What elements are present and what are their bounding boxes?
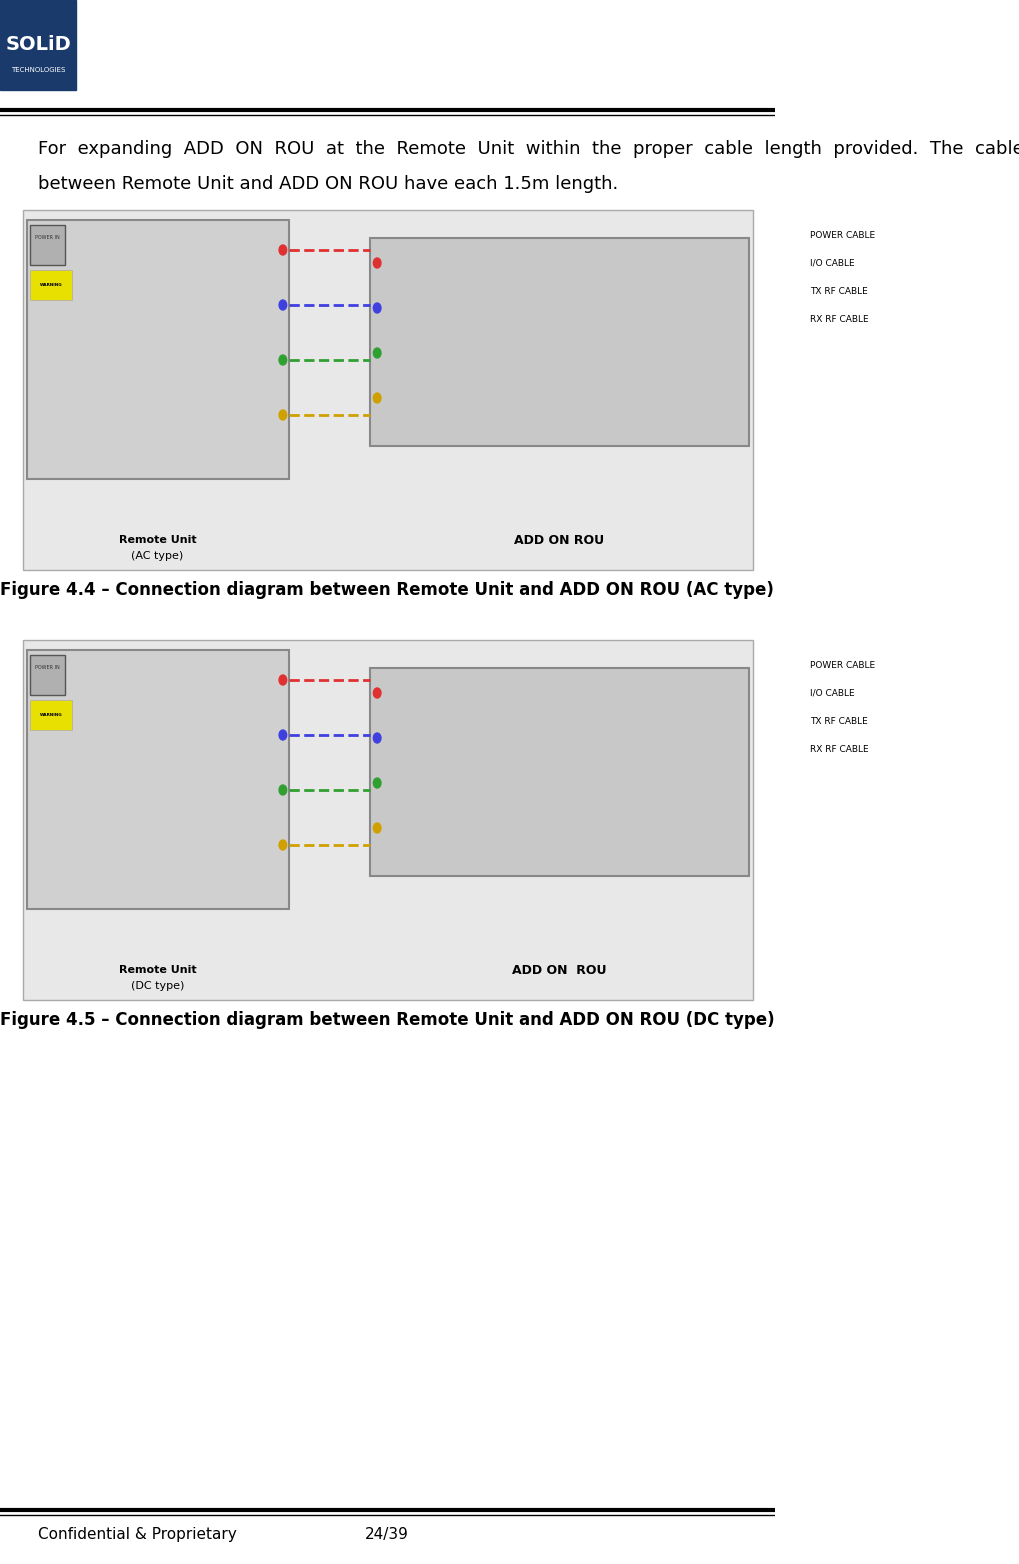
Text: ADD ON  ROU: ADD ON ROU xyxy=(512,963,606,976)
Circle shape xyxy=(373,303,381,313)
Bar xyxy=(26,651,289,909)
Text: WARNING: WARNING xyxy=(40,283,62,288)
Bar xyxy=(370,668,749,876)
Circle shape xyxy=(279,840,286,849)
Text: POWER CABLE: POWER CABLE xyxy=(810,660,875,669)
Text: RX RF CABLE: RX RF CABLE xyxy=(810,744,868,754)
Circle shape xyxy=(279,785,286,795)
Circle shape xyxy=(279,676,286,685)
Text: Figure 4.4 – Connection diagram between Remote Unit and ADD ON ROU (AC type): Figure 4.4 – Connection diagram between … xyxy=(0,580,774,599)
Text: ADD ON ROU: ADD ON ROU xyxy=(514,533,604,546)
Circle shape xyxy=(373,393,381,404)
Bar xyxy=(370,238,749,446)
Text: (DC type): (DC type) xyxy=(130,981,184,992)
Bar xyxy=(31,701,72,730)
Text: (AC type): (AC type) xyxy=(131,551,183,561)
Circle shape xyxy=(279,355,286,364)
Text: POWER IN: POWER IN xyxy=(35,235,59,239)
Text: Remote Unit: Remote Unit xyxy=(118,965,197,974)
Circle shape xyxy=(373,349,381,358)
Text: WARNING: WARNING xyxy=(40,713,62,716)
Circle shape xyxy=(279,300,286,310)
Bar xyxy=(31,271,72,300)
Circle shape xyxy=(279,410,286,421)
Circle shape xyxy=(373,688,381,698)
Bar xyxy=(31,655,64,694)
Text: Figure 4.5 – Connection diagram between Remote Unit and ADD ON ROU (DC type): Figure 4.5 – Connection diagram between … xyxy=(0,1010,774,1029)
Text: POWER CABLE: POWER CABLE xyxy=(810,230,875,239)
Text: 24/39: 24/39 xyxy=(365,1528,409,1542)
Text: Confidential & Proprietary: Confidential & Proprietary xyxy=(38,1528,236,1542)
Text: POWER IN: POWER IN xyxy=(35,665,59,669)
Bar xyxy=(31,225,64,264)
Text: TX RF CABLE: TX RF CABLE xyxy=(810,286,867,296)
Text: between Remote Unit and ADD ON ROU have each 1.5m length.: between Remote Unit and ADD ON ROU have … xyxy=(38,175,619,192)
Text: For  expanding  ADD  ON  ROU  at  the  Remote  Unit  within  the  proper  cable : For expanding ADD ON ROU at the Remote U… xyxy=(38,141,1019,158)
Text: I/O CABLE: I/O CABLE xyxy=(810,688,855,698)
Circle shape xyxy=(279,730,286,740)
Circle shape xyxy=(373,823,381,834)
Circle shape xyxy=(373,734,381,743)
Bar xyxy=(0,0,76,91)
Bar xyxy=(22,640,753,999)
Text: TECHNOLOGIES: TECHNOLOGIES xyxy=(11,67,65,74)
Text: RX RF CABLE: RX RF CABLE xyxy=(810,314,868,324)
Text: I/O CABLE: I/O CABLE xyxy=(810,258,855,267)
Text: TX RF CABLE: TX RF CABLE xyxy=(810,716,867,726)
Text: SOLiD: SOLiD xyxy=(5,36,71,55)
Bar xyxy=(26,221,289,479)
Circle shape xyxy=(373,777,381,788)
Circle shape xyxy=(373,258,381,267)
Text: Remote Unit: Remote Unit xyxy=(118,535,197,544)
Bar xyxy=(22,210,753,569)
Circle shape xyxy=(279,246,286,255)
